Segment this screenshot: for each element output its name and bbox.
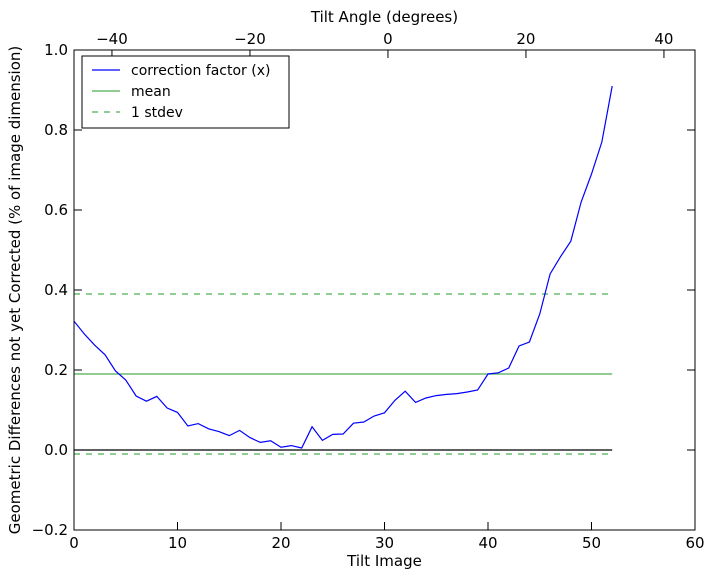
top-x-tick-label: 40 bbox=[654, 30, 673, 48]
axis-ticks: 0 10 20 30 40 50 60 −0.2 0.0 0.2 0.4 0.6 0.8 1.0 −40 −2… bbox=[32, 30, 705, 552]
y-tick-label: 1.0 bbox=[44, 41, 68, 59]
legend-label: correction factor (x) bbox=[131, 63, 270, 79]
legend-frame bbox=[81, 55, 290, 129]
top-x-tick-label: 20 bbox=[516, 30, 535, 48]
x-tick-label: 60 bbox=[685, 534, 704, 552]
x-tick-label: 0 bbox=[69, 534, 79, 552]
y-tick-label: 0.2 bbox=[44, 361, 68, 379]
y-tick-label: 0.0 bbox=[44, 441, 68, 459]
top-x-tick-label: −40 bbox=[96, 30, 128, 48]
top-x-tick-label: 0 bbox=[383, 30, 393, 48]
x-tick-label: 30 bbox=[375, 534, 394, 552]
x-tick-label: 20 bbox=[271, 534, 290, 552]
y-axis-label: Geometric Differences not yet Corrected … bbox=[6, 46, 24, 535]
x-tick-label: 40 bbox=[478, 534, 497, 552]
y-tick-label: 0.8 bbox=[44, 121, 68, 139]
x-axis-label: Tilt Image bbox=[346, 552, 422, 570]
series-line-0 bbox=[74, 85, 613, 449]
y-tick-label: 0.6 bbox=[44, 201, 68, 219]
y-tick-label: 0.4 bbox=[44, 281, 68, 299]
legend: correction factor (x) mean 1 stdev bbox=[81, 55, 290, 129]
y-tick-label: −0.2 bbox=[32, 521, 68, 539]
top-x-axis-label: Tilt Angle (degrees) bbox=[310, 8, 458, 26]
plot-content bbox=[74, 85, 613, 455]
legend-label: mean bbox=[131, 84, 171, 100]
x-tick-label: 10 bbox=[168, 534, 187, 552]
top-x-tick-label: −20 bbox=[234, 30, 266, 48]
legend-label: 1 stdev bbox=[131, 105, 183, 121]
x-tick-label: 50 bbox=[582, 534, 601, 552]
